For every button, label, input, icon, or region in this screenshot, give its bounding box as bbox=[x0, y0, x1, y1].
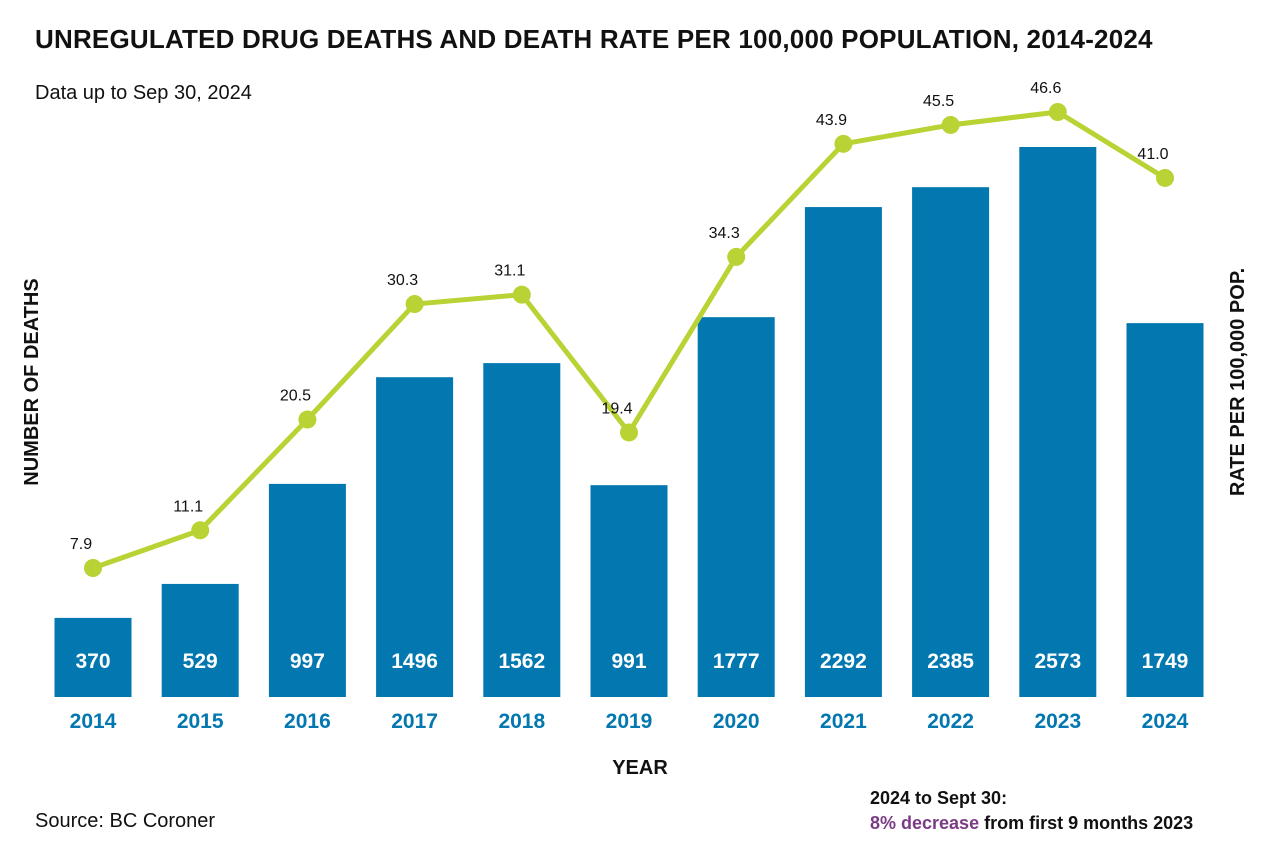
change-note-rest: from first 9 months 2023 bbox=[979, 813, 1194, 833]
y-axis-title: NUMBER OF DEATHS bbox=[21, 278, 43, 485]
rate-point-2022 bbox=[941, 115, 960, 134]
x-tick-label-2021: 2021 bbox=[820, 710, 867, 733]
rate-value-label-2019: 19.4 bbox=[601, 400, 632, 417]
bar-value-label-2022: 2385 bbox=[927, 650, 974, 673]
rate-point-2016 bbox=[298, 410, 317, 429]
rate-point-2021 bbox=[834, 134, 853, 153]
bar-value-label-2015: 529 bbox=[183, 650, 218, 673]
rate-point-2017 bbox=[405, 295, 424, 314]
change-note-detail: 8% decrease from first 9 months 2023 bbox=[870, 811, 1193, 836]
bar-2020 bbox=[697, 317, 775, 697]
x-tick-label-2014: 2014 bbox=[70, 710, 117, 733]
bar-value-label-2024: 1749 bbox=[1142, 650, 1189, 673]
rate-value-label-2023: 46.6 bbox=[1030, 80, 1061, 97]
bar-value-label-2018: 1562 bbox=[498, 650, 545, 673]
rate-point-2024 bbox=[1156, 168, 1174, 187]
bar-2023 bbox=[1019, 147, 1097, 697]
rate-point-2020 bbox=[727, 247, 746, 266]
x-tick-label-2015: 2015 bbox=[177, 710, 224, 733]
rate-value-label-2020: 34.3 bbox=[709, 225, 740, 242]
change-note: 2024 to Sept 30: 8% decrease from first … bbox=[870, 786, 1193, 836]
rate-point-2015 bbox=[191, 521, 210, 540]
x-tick-label-2017: 2017 bbox=[391, 710, 438, 733]
bar-2017 bbox=[376, 377, 454, 697]
bar-2018 bbox=[483, 363, 561, 697]
x-tick-labels: 2014 2015 2016 2017 2018 2019 2020 2021 2022 2023… bbox=[70, 710, 1189, 733]
rate-point-2018 bbox=[512, 285, 531, 304]
bar-2014 bbox=[54, 617, 132, 697]
bar-2019 bbox=[590, 485, 668, 697]
x-tick-label-2019: 2019 bbox=[606, 710, 653, 733]
x-tick-label-2024: 2024 bbox=[1142, 710, 1189, 733]
x-tick-label-2018: 2018 bbox=[498, 710, 545, 733]
bar-2022 bbox=[912, 187, 990, 697]
bars-layer bbox=[54, 147, 1204, 697]
rate-value-label-2014: 7.9 bbox=[70, 536, 92, 553]
bar-2021 bbox=[804, 207, 882, 697]
x-axis-title: YEAR bbox=[612, 757, 668, 779]
bar-labels-layer: 370 529 997 1496 1562 991 1777 2292 2385 2573 1749 bbox=[75, 650, 1188, 673]
bar-value-label-2020: 1777 bbox=[713, 650, 760, 673]
change-note-emphasis: 8% decrease bbox=[870, 813, 980, 833]
rate-value-label-2017: 30.3 bbox=[387, 272, 418, 289]
source-note: Source: BC Coroner bbox=[35, 810, 216, 832]
rate-value-label-2022: 45.5 bbox=[923, 93, 954, 110]
bar-value-label-2014: 370 bbox=[75, 650, 110, 673]
rate-point-2023 bbox=[1048, 103, 1067, 121]
x-tick-label-2016: 2016 bbox=[284, 710, 331, 733]
bar-value-label-2019: 991 bbox=[611, 650, 646, 673]
bar-2016 bbox=[268, 483, 346, 697]
rate-point-2019 bbox=[620, 423, 638, 442]
bar-2024 bbox=[1126, 323, 1204, 697]
rate-points-layer bbox=[84, 103, 1174, 577]
rate-value-label-2024: 41.0 bbox=[1137, 146, 1168, 163]
x-tick-label-2023: 2023 bbox=[1034, 710, 1081, 733]
rate-point-2014 bbox=[84, 559, 102, 577]
bar-2015 bbox=[161, 583, 239, 697]
chart-title: UNREGULATED DRUG DEATHS AND DEATH RATE P… bbox=[35, 24, 1153, 54]
bar-value-label-2023: 2573 bbox=[1034, 650, 1081, 673]
rate-value-label-2018: 31.1 bbox=[494, 263, 525, 280]
bar-value-label-2016: 997 bbox=[290, 650, 325, 673]
x-tick-label-2020: 2020 bbox=[713, 710, 760, 733]
rate-value-label-2021: 43.9 bbox=[816, 112, 847, 129]
bar-value-label-2021: 2292 bbox=[820, 650, 867, 673]
chart-subtitle: Data up to Sep 30, 2024 bbox=[35, 82, 252, 104]
change-note-heading: 2024 to Sept 30: bbox=[870, 788, 1008, 808]
rate-labels-layer: 7.9 11.1 20.5 30.3 31.1 19.4 34.3 43.9 45.5 46.6 4… bbox=[70, 80, 1169, 553]
x-tick-label-2022: 2022 bbox=[927, 710, 974, 733]
bar-value-label-2017: 1496 bbox=[391, 650, 438, 673]
y2-axis-title: RATE PER 100,000 POP. bbox=[1227, 268, 1249, 496]
rate-value-label-2015: 11.1 bbox=[173, 498, 203, 515]
rate-value-label-2016: 20.5 bbox=[280, 388, 311, 405]
